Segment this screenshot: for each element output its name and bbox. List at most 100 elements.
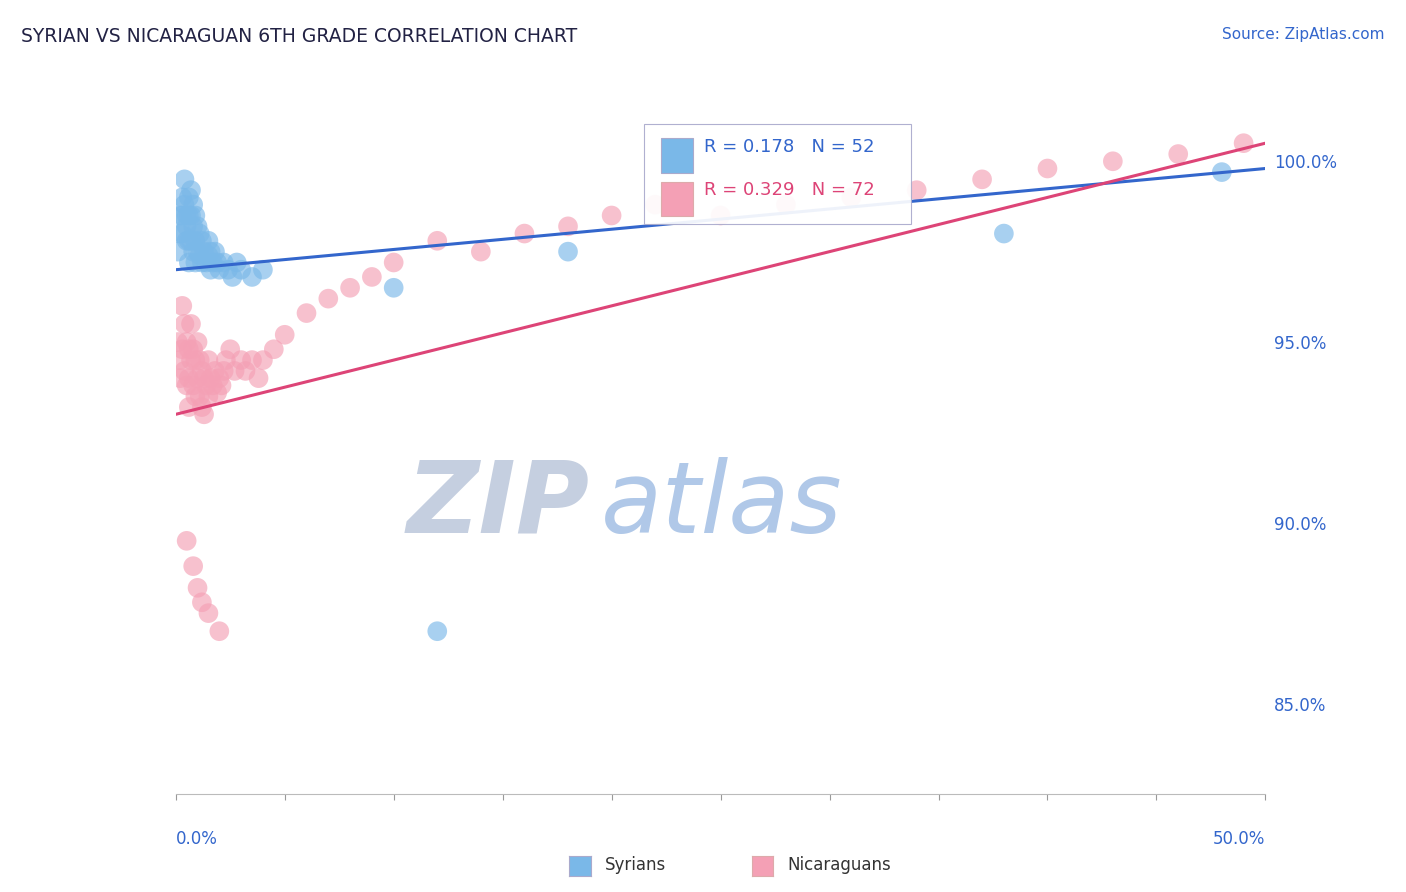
Point [841,190,863,204]
Point [167,334,190,349]
Point [197,248,219,262]
Point [426,234,449,248]
Point [339,281,361,295]
Text: ZIP: ZIP [406,457,591,554]
Point [215,353,238,368]
Point [513,227,536,241]
Point [557,244,579,259]
Point [201,378,224,392]
Point [191,234,214,248]
Point [191,364,214,378]
Point [169,353,191,368]
Point [172,190,194,204]
Point [181,343,204,357]
Point [177,343,200,357]
Point [200,371,222,385]
Point [600,209,623,223]
Point [970,172,993,186]
Point [195,255,218,269]
Point [1036,161,1059,176]
Point [176,219,198,234]
Point [167,244,190,259]
Point [205,255,228,269]
Point [197,353,219,368]
Point [176,378,198,392]
Point [252,353,274,368]
Point [197,606,219,620]
Text: R = 0.178   N = 52: R = 0.178 N = 52 [704,137,875,156]
Point [188,248,211,262]
Point [212,255,235,269]
Point [231,262,253,277]
Point [172,299,194,313]
Point [557,219,579,234]
Point [263,343,285,357]
Point [176,533,198,548]
Point [169,209,191,223]
Point [193,371,215,385]
Text: 50.0%: 50.0% [1213,830,1265,847]
Point [905,183,928,197]
Point [177,371,200,385]
Point [177,234,200,248]
Point [193,407,215,421]
Point [181,378,204,392]
Point [173,197,195,211]
FancyBboxPatch shape [644,124,911,224]
Point [173,317,195,331]
Point [200,262,222,277]
Text: SYRIAN VS NICARAGUAN 6TH GRADE CORRELATION CHART: SYRIAN VS NICARAGUAN 6TH GRADE CORRELATI… [21,27,578,45]
Point [181,197,204,211]
Point [180,209,202,223]
Point [188,353,211,368]
Text: 0.0%: 0.0% [176,830,218,847]
Point [247,371,270,385]
Point [186,244,209,259]
Point [173,172,195,186]
Point [318,292,340,306]
Point [191,595,214,609]
Point [211,378,233,392]
Point [993,227,1015,241]
Point [176,234,198,248]
Point [188,227,211,241]
Point [177,255,200,269]
Point [177,400,200,414]
Point [200,244,222,259]
Point [1211,165,1233,179]
Point [169,371,191,385]
Point [184,255,207,269]
Point [188,389,211,403]
Point [191,255,214,269]
Point [204,364,226,378]
Point [191,400,214,414]
Point [710,209,733,223]
Point [219,343,242,357]
Point [382,255,405,269]
Point [295,306,318,320]
Point [169,227,191,241]
Point [186,334,209,349]
Point [225,255,247,269]
Point [193,244,215,259]
Point [177,209,200,223]
Point [186,219,209,234]
Point [360,269,382,284]
Point [180,317,202,331]
Text: atlas: atlas [600,457,842,554]
Point [221,269,243,284]
Point [181,244,204,259]
Point [1232,136,1256,151]
Point [176,209,198,223]
Point [172,227,194,241]
Point [644,197,666,211]
Point [235,364,257,378]
Point [176,334,198,349]
Point [186,371,209,385]
Point [172,343,194,357]
Point [181,219,204,234]
Point [208,371,231,385]
Point [240,353,263,368]
Point [180,353,202,368]
Point [382,281,405,295]
